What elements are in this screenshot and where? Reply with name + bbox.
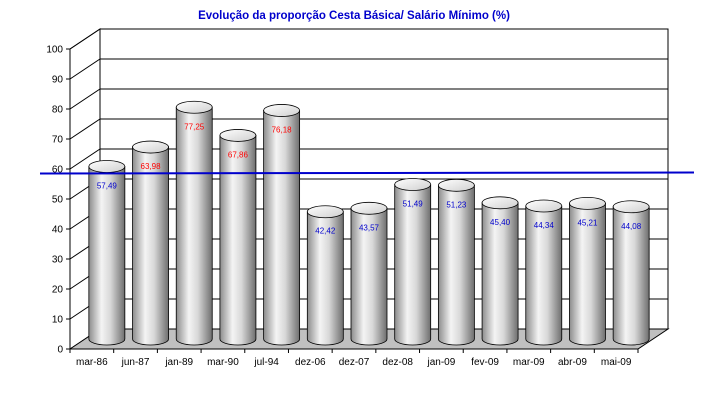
x-tick-label: mar-86 <box>76 357 108 368</box>
x-tick-label: mar-90 <box>207 357 239 368</box>
bar: 63,98 <box>132 140 169 346</box>
x-tick-label: mai-09 <box>601 357 632 368</box>
gridline <box>69 148 668 170</box>
data-label: 44,34 <box>534 221 555 230</box>
gridline <box>69 28 668 50</box>
data-label: 42,42 <box>315 227 336 236</box>
y-tick-label: 20 <box>52 285 64 296</box>
bar-top <box>175 100 213 114</box>
bar: 67,86 <box>219 129 257 346</box>
x-tick-label: dez-07 <box>339 357 370 368</box>
y-tick-label: 40 <box>52 225 64 236</box>
y-tick-label: 30 <box>52 255 64 266</box>
x-tick-label: jan-09 <box>426 357 455 368</box>
bar: 76,18 <box>263 104 301 346</box>
gridline <box>69 58 668 80</box>
gridline <box>69 118 668 140</box>
x-tick-label: jul-94 <box>253 357 279 368</box>
bar-body <box>394 184 432 346</box>
bar: 45,40 <box>481 196 519 346</box>
bar: 42,42 <box>306 205 344 346</box>
y-tick-label: 0 <box>57 345 63 356</box>
bar-body <box>263 110 301 346</box>
bar: 77,25 <box>175 100 213 346</box>
data-label: 57,49 <box>97 182 118 191</box>
bar-top <box>612 200 650 214</box>
y-tick-label: 60 <box>52 165 64 176</box>
y-tick-label: 100 <box>46 45 63 56</box>
bar-body <box>306 211 344 346</box>
x-tick-label: dez-06 <box>295 357 326 368</box>
bar-body <box>525 205 563 346</box>
bar: 45,21 <box>569 196 606 346</box>
bar-top <box>481 196 519 210</box>
reference-line <box>39 171 695 175</box>
y-tick-label: 50 <box>52 195 64 206</box>
x-tick-label: abr-09 <box>558 357 587 368</box>
x-tick-label: fev-09 <box>471 357 499 368</box>
chart-title: Evolução da proporção Cesta Básica/ Salá… <box>198 10 510 22</box>
bar-body <box>219 135 257 346</box>
y-tick-label: 80 <box>52 105 64 116</box>
bar-body <box>437 184 475 346</box>
bar-body <box>132 146 169 346</box>
data-label: 45,21 <box>577 218 598 227</box>
bar-top <box>88 160 126 173</box>
x-tick-label: mar-09 <box>513 357 545 368</box>
bar-top <box>525 199 563 213</box>
bar-top <box>306 205 344 219</box>
x-tick-label: jun-87 <box>121 357 150 368</box>
bar-body <box>569 202 606 346</box>
bar: 43,57 <box>350 201 388 346</box>
bar-body <box>350 207 388 346</box>
bar-top <box>350 201 388 215</box>
y-tick-label: 10 <box>52 315 64 326</box>
bar: 51,23 <box>437 178 475 346</box>
bar-top <box>394 178 432 191</box>
reference-line-group <box>39 171 695 175</box>
bar-body <box>175 106 213 346</box>
x-tick-label: jan-89 <box>164 357 193 368</box>
y-axis: 0 10 20 30 40 50 60 70 80 90 100 <box>46 45 71 356</box>
bar: 51,49 <box>394 178 432 346</box>
x-tick-label: dez-08 <box>382 357 413 368</box>
y-tick-label: 90 <box>52 75 64 86</box>
data-label: 63,98 <box>141 162 162 171</box>
bar: 57,49 <box>88 160 126 346</box>
bar-top <box>569 196 606 210</box>
bar-top <box>132 140 169 154</box>
data-label: 45,40 <box>490 218 511 227</box>
bar-top <box>437 178 475 192</box>
data-label: 43,57 <box>359 223 380 232</box>
bar-top <box>263 104 301 117</box>
bar-top <box>219 129 257 142</box>
data-label: 76,18 <box>272 125 293 134</box>
y-tick-label: 70 <box>52 135 64 146</box>
bar: 44,34 <box>525 199 563 346</box>
bar-series: 57,49 63,98 77,25 67,86 76,18 42,42 43,57 51,49… <box>88 100 650 346</box>
gridline <box>69 88 668 110</box>
bar-body <box>88 166 126 346</box>
data-label: 44,08 <box>621 222 642 231</box>
data-label: 77,25 <box>184 122 205 131</box>
bar-body <box>612 206 650 346</box>
data-label: 51,49 <box>403 200 424 209</box>
bar-body <box>481 202 519 346</box>
bar: 44,08 <box>612 200 650 346</box>
x-axis: mar-86 jun-87 jan-89 mar-90 jul-94 dez-06 dez-… <box>69 348 639 368</box>
data-label: 67,86 <box>228 150 249 159</box>
data-label: 51,23 <box>446 200 467 209</box>
